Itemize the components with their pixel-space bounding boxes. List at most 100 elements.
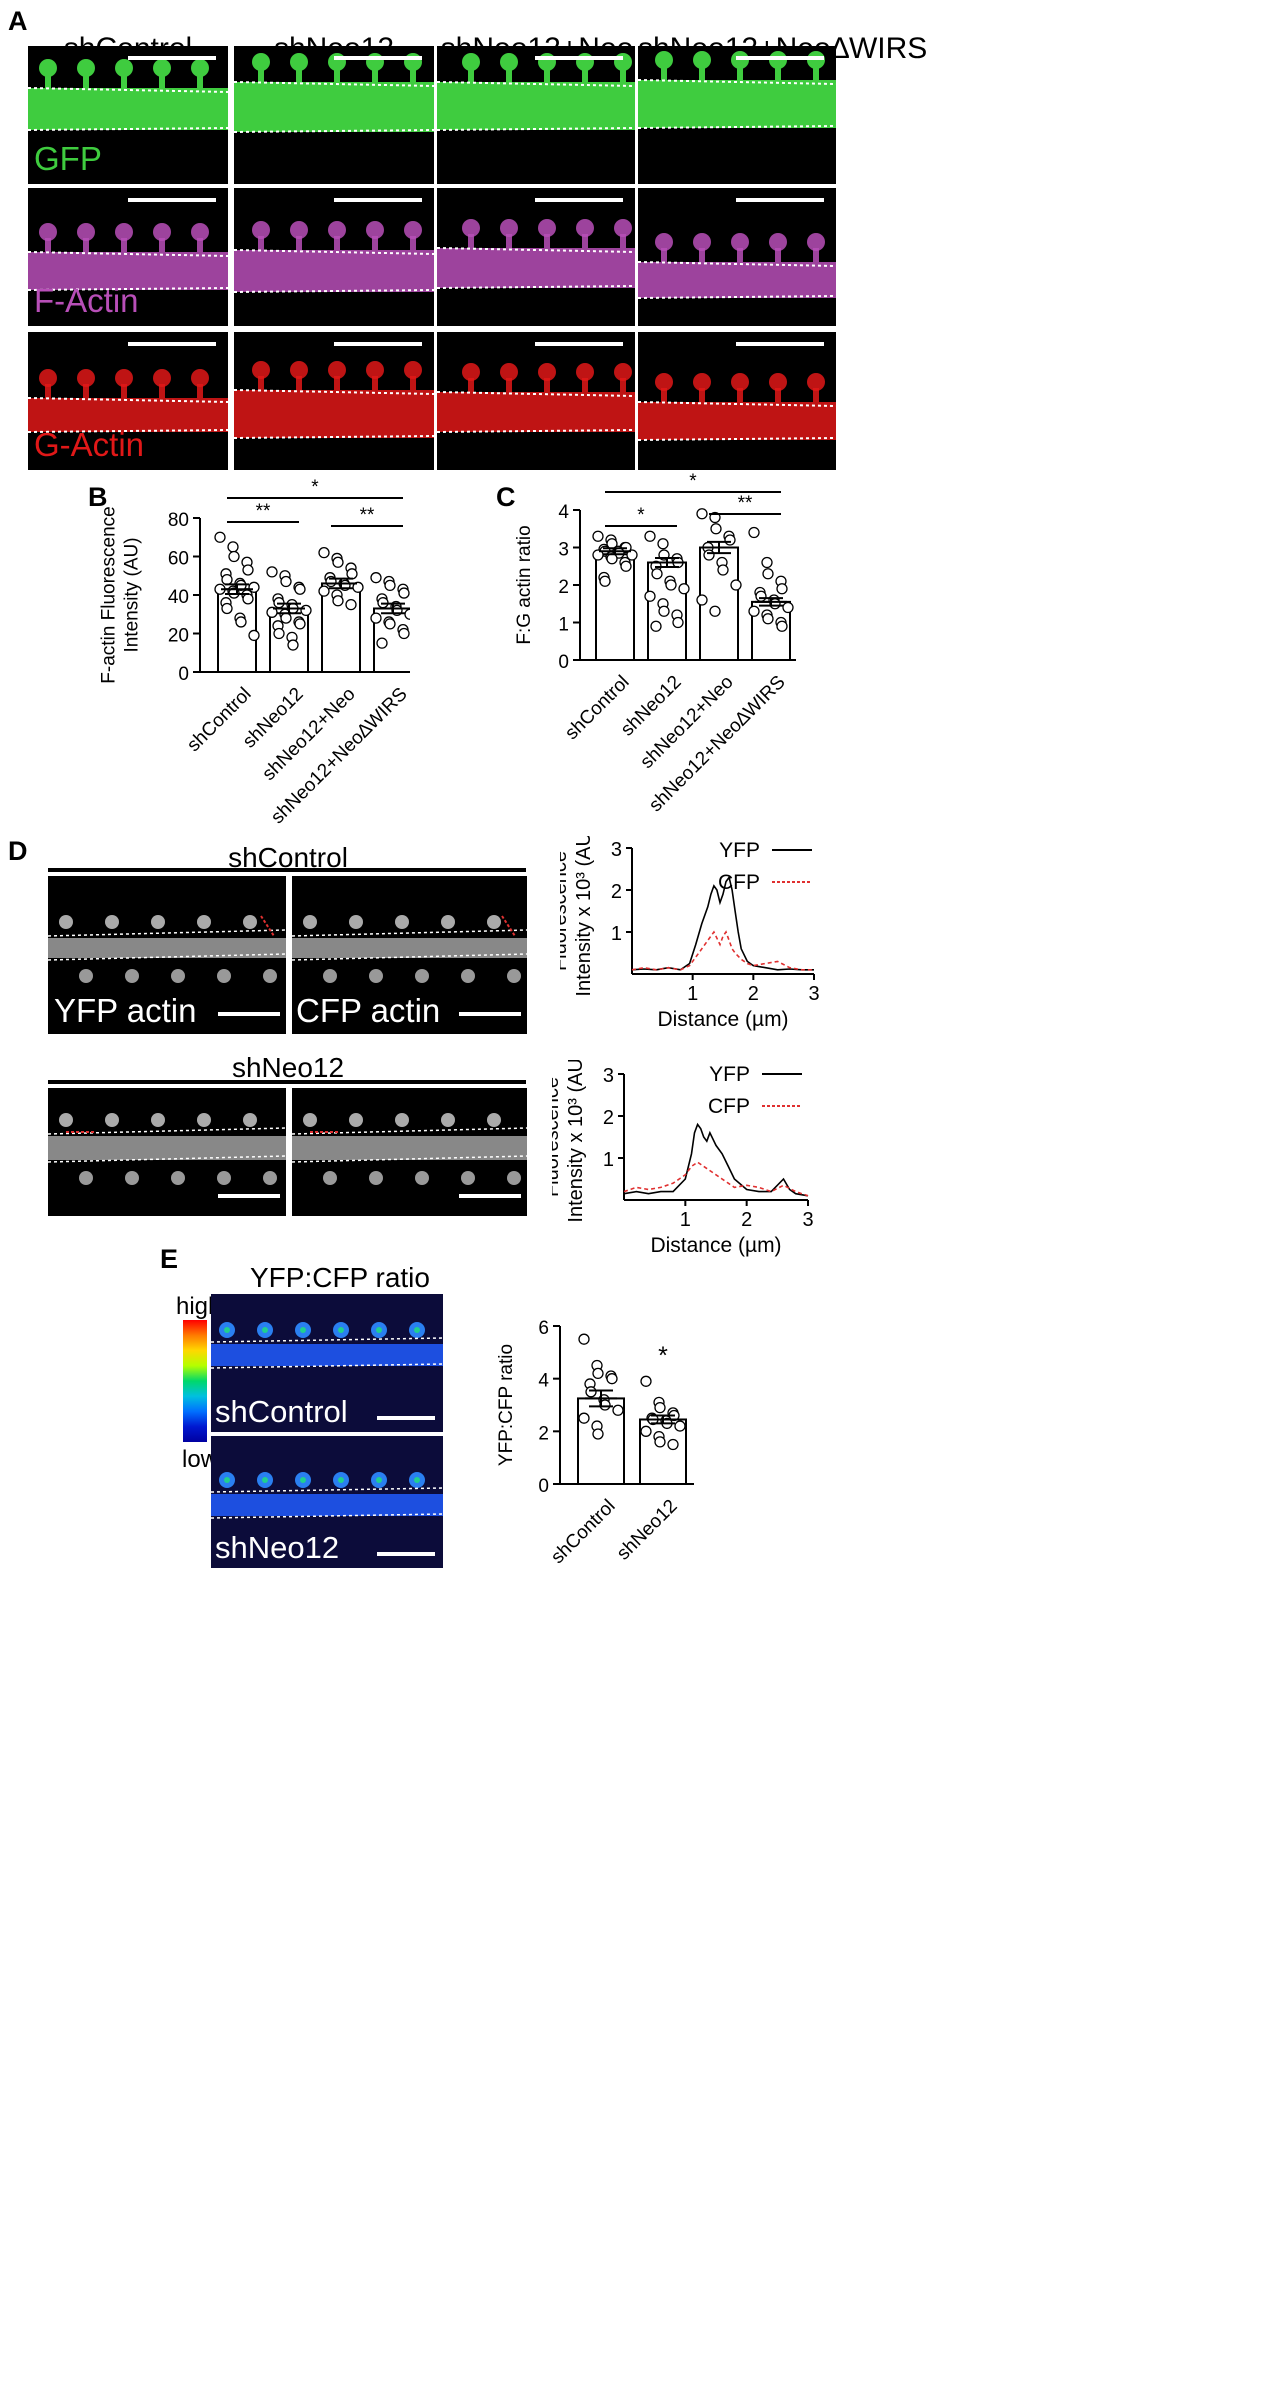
- spine-neck: [661, 388, 667, 402]
- panel-a-image-art: [437, 53, 635, 131]
- panel-a-image-r2-c1: [234, 332, 434, 470]
- scale-bar: [736, 56, 824, 60]
- data-point: [606, 1373, 618, 1385]
- x-tick-label: 3: [808, 983, 819, 1005]
- y-axis-label-line: Intensity x 10³ (AU): [565, 1060, 587, 1223]
- spine-neck: [699, 248, 705, 262]
- dendritic-spine: [500, 363, 518, 381]
- dendrite-shaft: [48, 938, 286, 958]
- dendritic-spine: [59, 915, 73, 929]
- panel-label-d: D: [8, 836, 28, 866]
- dendritic-spine: [290, 53, 308, 71]
- data-point: [300, 604, 312, 617]
- data-point: [703, 549, 715, 561]
- spine-hotspot: [376, 1477, 382, 1483]
- dendrite-shaft: [437, 82, 635, 130]
- spine-neck: [45, 384, 51, 398]
- dendritic-spine: [77, 223, 95, 241]
- dendritic-spine: [769, 233, 787, 251]
- dendritic-spine: [349, 1113, 363, 1127]
- x-tick-label: 2: [741, 1209, 752, 1231]
- y-tick-label: 4: [538, 1371, 549, 1392]
- significance-label: *: [637, 505, 645, 526]
- dendritic-spine: [105, 1113, 119, 1127]
- dendritic-spine: [366, 361, 384, 379]
- scale-bar: [736, 198, 824, 202]
- series-line-cfp: [623, 1161, 809, 1197]
- dendritic-spine: [263, 969, 277, 983]
- dendritic-spine: [77, 369, 95, 387]
- d-group1-title: shControl: [228, 842, 348, 873]
- dendritic-spine: [323, 969, 337, 983]
- data-point: [294, 618, 306, 630]
- spine-hotspot: [338, 1327, 344, 1333]
- spine-neck: [620, 68, 626, 82]
- scale-bar: [535, 56, 623, 60]
- dendritic-spine: [105, 915, 119, 929]
- outline-dotted: [211, 1513, 443, 1519]
- dendritic-spine: [369, 1171, 383, 1185]
- spine-neck: [582, 378, 588, 392]
- dendritic-spine: [303, 915, 317, 929]
- dendritic-spine: [39, 59, 57, 77]
- spine-neck: [410, 236, 416, 250]
- y-tick-label: 6: [538, 1318, 549, 1339]
- data-point: [592, 530, 604, 542]
- dendritic-spine: [507, 1171, 521, 1185]
- dendritic-spine: [125, 969, 139, 983]
- data-point: [761, 556, 773, 569]
- outline-dotted: [48, 929, 286, 937]
- e-color-scale: [183, 1320, 207, 1442]
- spine-neck: [334, 236, 340, 250]
- data-point: [242, 564, 254, 576]
- dendritic-spine: [77, 59, 95, 77]
- dendritic-spine: [395, 915, 409, 929]
- data-point: [650, 620, 662, 632]
- dendritic-spine: [349, 915, 363, 929]
- spine-neck: [737, 248, 743, 262]
- significance-label: *: [311, 477, 319, 498]
- e-shneo12-label: shNeo12: [215, 1530, 340, 1565]
- data-point: [214, 531, 226, 543]
- panel-a-image-r0-c1: [234, 46, 434, 184]
- dendrite-shaft: [28, 252, 228, 290]
- y-tick-label: 1: [558, 615, 569, 636]
- panel-a-image-art: [234, 53, 434, 133]
- spine-neck: [582, 68, 588, 82]
- dendritic-spine: [323, 1171, 337, 1185]
- spine-neck: [159, 238, 165, 252]
- y-tick-label: 1: [603, 1149, 614, 1171]
- data-point: [665, 579, 677, 591]
- scale-bar: [334, 56, 422, 60]
- scale-bar: [377, 1552, 435, 1556]
- dendrite-shaft: [48, 1136, 286, 1160]
- data-point: [404, 608, 410, 620]
- spine-neck: [544, 234, 550, 248]
- dendritic-spine: [243, 915, 257, 929]
- y-axis-label: F:G actin ratio: [514, 525, 535, 644]
- scale-bar: [334, 198, 422, 202]
- data-point: [332, 595, 344, 607]
- x-category-label: shNeo12+Neo: [636, 672, 737, 773]
- legend-label: CFP: [718, 871, 760, 894]
- spine-neck: [737, 66, 743, 80]
- significance-label: **: [256, 501, 271, 522]
- dendritic-spine: [153, 369, 171, 387]
- spine-neck: [296, 376, 302, 390]
- x-category-label: shControl: [547, 1496, 619, 1568]
- data-point: [678, 583, 690, 595]
- spine-neck: [45, 238, 51, 252]
- dendritic-spine: [39, 369, 57, 387]
- dendritic-spine: [252, 361, 270, 379]
- scale-bar: [459, 1194, 521, 1198]
- spine-hotspot: [376, 1327, 382, 1333]
- legend-label: YFP: [709, 1063, 750, 1086]
- channel-label-2: G-Actin: [34, 426, 145, 463]
- y-tick-label: 0: [178, 664, 189, 685]
- spine-neck: [661, 66, 667, 80]
- data-point: [345, 598, 357, 611]
- data-point: [384, 618, 396, 630]
- spine-neck: [775, 248, 781, 262]
